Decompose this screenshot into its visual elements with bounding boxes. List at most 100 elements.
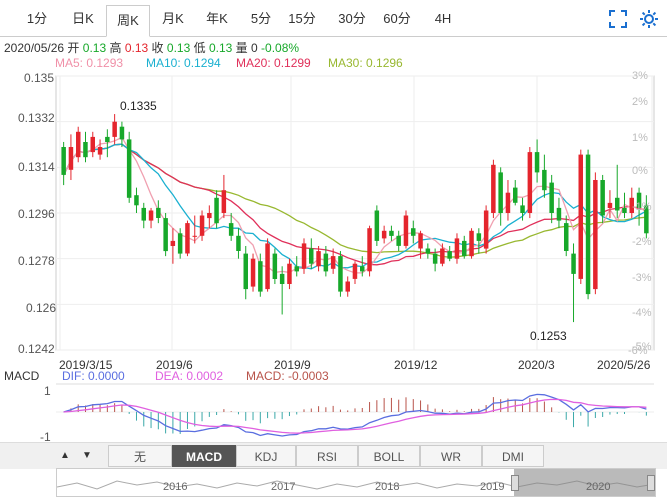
tab-15min[interactable]: 15分 <box>288 11 316 26</box>
candle-body <box>338 256 343 292</box>
candle-body <box>236 235 241 251</box>
candle-body <box>163 218 168 252</box>
candle-body <box>571 253 576 274</box>
pct-tick-8: -5% <box>632 341 652 353</box>
y-tick-0: 0.135 <box>24 71 55 85</box>
y-tick-3: 0.1296 <box>18 207 55 221</box>
scroll-up-arrow[interactable]: ▲ <box>60 450 70 461</box>
candle-body <box>629 197 634 213</box>
candle-body <box>549 182 554 213</box>
candle-body <box>141 207 146 221</box>
tab-5min[interactable]: 5分 <box>250 11 272 26</box>
candle-body <box>148 210 154 221</box>
candle-body <box>294 266 299 272</box>
candle-body <box>330 256 336 269</box>
candle-body <box>301 243 307 269</box>
candle-body <box>90 136 95 153</box>
ma30-legend: MA30: 0.1296 <box>328 56 403 70</box>
info-date: 2020/05/26 <box>4 41 65 55</box>
tab-1min[interactable]: 1分 <box>26 11 48 26</box>
nav-year-2017: 2017 <box>271 481 296 493</box>
nav-year-2020: 2020 <box>586 481 611 493</box>
candle-body <box>636 192 642 208</box>
x-tick-3: 2019/12 <box>394 358 438 372</box>
open-label: 开 <box>67 41 80 55</box>
candle-body <box>76 131 81 158</box>
candle-body <box>61 147 66 175</box>
candle-body <box>418 233 423 249</box>
nav-year-2018: 2018 <box>375 481 400 493</box>
dif-line <box>63 393 647 437</box>
navigator-right-handle[interactable] <box>647 475 655 491</box>
close-value: 0.13 <box>166 41 191 55</box>
x-tick-2: 2019/9 <box>274 358 311 372</box>
tab-monthly-k[interactable]: 月K <box>162 11 184 26</box>
candle-body <box>396 235 401 246</box>
candle-body <box>199 215 205 236</box>
navigator-left-handle[interactable] <box>511 475 519 491</box>
candle-body <box>483 210 489 249</box>
navigator-selection[interactable] <box>514 469 655 496</box>
macd-title: MACD <box>4 369 40 383</box>
pct-tick-5: -2% <box>632 236 652 248</box>
x-tick-1: 2019/6 <box>156 358 193 372</box>
candle-body <box>134 195 139 206</box>
candle-body <box>323 253 329 272</box>
x-tick-4: 2020/3 <box>518 358 555 372</box>
indicator-none[interactable]: 无 <box>108 445 172 467</box>
dea-line <box>63 398 647 434</box>
candle-body <box>83 142 88 158</box>
candle-body <box>345 281 350 292</box>
candle-body <box>105 136 110 142</box>
x-tick-0: 2019/3/15 <box>59 358 113 372</box>
candle-body <box>68 147 74 170</box>
indicator-rsi[interactable]: RSI <box>296 445 358 467</box>
candle-body <box>454 238 460 259</box>
period-tabs: 1分 日K 周K 月K 年K 5分 15分 30分 60分 4H <box>0 0 667 37</box>
indicator-boll[interactable]: BOLL <box>358 445 420 467</box>
candle-body <box>505 192 511 213</box>
indicator-macd[interactable]: MACD <box>172 445 236 467</box>
candle-body <box>542 169 547 191</box>
y-tick-4: 0.1278 <box>18 254 55 268</box>
pct-tick-4: -1% <box>632 201 652 213</box>
indicator-wr[interactable]: WR <box>420 445 482 467</box>
high-value: 0.13 <box>124 41 149 55</box>
candle-body <box>243 253 248 290</box>
open-value: 0.13 <box>82 41 107 55</box>
x-tick-5: 2020/5/26 <box>597 358 651 372</box>
tab-60min[interactable]: 60分 <box>383 11 411 26</box>
range-navigator[interactable]: 2016 2017 2018 2019 2020 <box>56 468 656 497</box>
close-label: 收 <box>151 41 164 55</box>
candle-body <box>593 180 598 290</box>
ma20-legend: MA20: 0.1299 <box>236 56 311 70</box>
candle-body <box>600 180 605 216</box>
scroll-down-arrow[interactable]: ▼ <box>82 450 92 461</box>
price-info-bar: 2020/05/26 开 0.13 高 0.13 收 0.13 低 0.13 量… <box>4 39 299 56</box>
candle-body <box>228 223 234 236</box>
volume-value: 0 <box>251 41 258 55</box>
tab-weekly-k[interactable]: 周K <box>106 5 150 37</box>
candle-body <box>177 233 183 254</box>
indicator-dmi[interactable]: DMI <box>482 445 544 467</box>
indicator-kdj[interactable]: KDJ <box>236 445 296 467</box>
tab-daily-k[interactable]: 日K <box>72 11 94 26</box>
candle-body <box>360 266 365 272</box>
candle-body <box>615 197 620 211</box>
tab-30min[interactable]: 30分 <box>338 11 366 26</box>
settings-icon[interactable] <box>638 8 660 30</box>
fullscreen-icon[interactable] <box>607 8 629 30</box>
tab-yearly-k[interactable]: 年K <box>206 11 228 26</box>
candle-body <box>287 263 292 284</box>
candle-body <box>156 207 161 218</box>
candle-body <box>279 273 285 284</box>
candle-body <box>513 187 518 203</box>
low-annotation: 0.1253 <box>530 329 567 343</box>
tab-4h[interactable]: 4H <box>434 11 452 26</box>
candle-body <box>221 190 227 213</box>
pct-tick-6: -3% <box>632 272 652 284</box>
nav-year-2016: 2016 <box>163 481 188 493</box>
low-label: 低 <box>193 41 206 55</box>
candle-body <box>250 258 256 287</box>
